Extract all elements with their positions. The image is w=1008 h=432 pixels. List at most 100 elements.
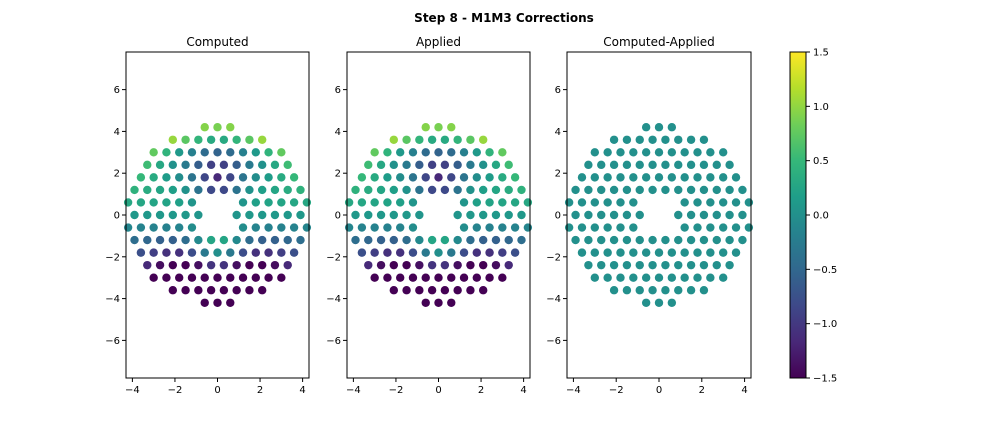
scatter-point bbox=[194, 185, 203, 195]
scatter-point bbox=[648, 160, 657, 170]
scatter-point bbox=[245, 286, 254, 295]
scatter-point bbox=[194, 260, 203, 270]
scatter-point bbox=[510, 173, 520, 182]
scatter-point bbox=[187, 198, 197, 207]
scatter-point bbox=[472, 148, 481, 157]
scatter-point bbox=[699, 160, 709, 170]
scatter-point bbox=[584, 260, 593, 270]
scatter-point bbox=[175, 148, 184, 157]
scatter-point bbox=[364, 160, 373, 170]
scatter-point bbox=[597, 160, 606, 170]
scatter-point bbox=[680, 148, 689, 157]
scatter-point bbox=[693, 148, 702, 157]
scatter-point bbox=[200, 298, 209, 307]
scatter-point bbox=[162, 248, 171, 257]
scatter-point bbox=[718, 148, 728, 157]
y-tick-label: 6 bbox=[114, 85, 120, 96]
scatter-point bbox=[149, 198, 158, 207]
scatter-point bbox=[478, 235, 488, 245]
scatter-point bbox=[427, 260, 437, 270]
scatter-point bbox=[686, 235, 696, 245]
scatter-point bbox=[609, 160, 619, 170]
scatter-point bbox=[168, 135, 178, 144]
scatter-point bbox=[590, 248, 600, 257]
scatter-point bbox=[181, 260, 190, 270]
scatter-point bbox=[622, 286, 632, 295]
scatter-point bbox=[289, 223, 299, 232]
scatter-point bbox=[577, 198, 587, 207]
scatter-point bbox=[257, 235, 267, 245]
scatter-point bbox=[232, 185, 241, 195]
axes-frame bbox=[346, 51, 531, 379]
scatter-point bbox=[680, 173, 689, 182]
scatter-point bbox=[277, 248, 286, 257]
scatter-point bbox=[718, 273, 728, 282]
scatter-point bbox=[389, 286, 399, 295]
scatter-point bbox=[491, 185, 501, 195]
scatter-point bbox=[206, 260, 216, 270]
scatter-point bbox=[187, 148, 197, 157]
scatter-point bbox=[396, 148, 405, 157]
scatter-point bbox=[376, 260, 386, 270]
scatter-point bbox=[396, 273, 405, 282]
scatter-point bbox=[389, 135, 399, 144]
scatter-point bbox=[283, 160, 292, 170]
scatter-point bbox=[136, 198, 146, 207]
scatter-point bbox=[478, 286, 488, 295]
scatter-point bbox=[693, 273, 702, 282]
scatter-point bbox=[603, 198, 612, 207]
scatter-point bbox=[415, 286, 424, 295]
scatter-point bbox=[402, 286, 411, 295]
scatter-point bbox=[264, 173, 273, 182]
scatter-point bbox=[302, 223, 312, 232]
scatter-point bbox=[357, 248, 367, 257]
scatter-point bbox=[440, 135, 450, 144]
scatter-point bbox=[498, 248, 507, 257]
scatter-point bbox=[421, 123, 430, 132]
scatter-point bbox=[206, 185, 216, 195]
scatter-point bbox=[408, 148, 418, 157]
scatter-point bbox=[181, 185, 190, 195]
panel-title: Computed-Applied bbox=[603, 35, 715, 49]
scatter-point bbox=[245, 235, 254, 245]
scatter-point bbox=[648, 185, 657, 195]
scatter-point bbox=[485, 173, 494, 182]
scatter-point bbox=[654, 173, 664, 182]
scatter-point bbox=[447, 248, 456, 257]
y-tick-label: −6 bbox=[326, 336, 341, 347]
scatter-point bbox=[478, 185, 488, 195]
scatter-point bbox=[485, 273, 494, 282]
scatter-point bbox=[674, 235, 683, 245]
x-tick-label: −2 bbox=[609, 385, 624, 396]
scatter-point bbox=[226, 298, 235, 307]
scatter-point bbox=[440, 235, 450, 245]
scatter-point bbox=[143, 210, 152, 220]
scatter-point bbox=[376, 160, 386, 170]
panel-applied: Applied −4 −2 0 2 4 −6 −4 −2 0 2 4 6 bbox=[326, 35, 533, 396]
scatter-point bbox=[162, 173, 171, 182]
scatter-point bbox=[693, 198, 702, 207]
x-tick-label: 2 bbox=[699, 385, 705, 396]
scatter-point bbox=[351, 210, 360, 220]
scatter-point bbox=[571, 210, 580, 220]
scatter-point bbox=[498, 173, 507, 182]
scatter-point bbox=[206, 235, 216, 245]
scatter-point bbox=[194, 210, 203, 220]
scatter-point bbox=[635, 160, 644, 170]
scatter-point bbox=[175, 173, 184, 182]
y-tick-label: −4 bbox=[105, 294, 120, 305]
scatter-point bbox=[213, 123, 222, 132]
scatter-point bbox=[629, 248, 638, 257]
scatter-point bbox=[232, 135, 241, 144]
scatter-point bbox=[396, 223, 405, 232]
scatter-point bbox=[434, 248, 443, 257]
scatter-point bbox=[466, 235, 475, 245]
scatter-point bbox=[264, 273, 273, 282]
scatter-point bbox=[440, 260, 450, 270]
scatter-point bbox=[168, 260, 178, 270]
scatter-point bbox=[226, 148, 235, 157]
scatter-point bbox=[168, 185, 178, 195]
x-tick-label: 2 bbox=[478, 385, 484, 396]
scatter-point bbox=[447, 148, 456, 157]
scatter-point bbox=[181, 210, 190, 220]
